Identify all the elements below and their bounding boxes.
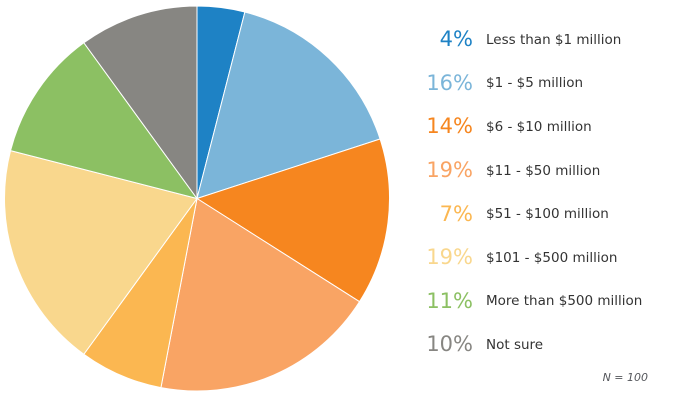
legend: 4% Less than $1 million 16% $1 - $5 million… bbox=[420, 18, 642, 367]
legend-percent: 11% bbox=[426, 288, 473, 313]
legend-item-4: 19% $11 - $50 million bbox=[420, 149, 642, 193]
legend-item-1: 4% Less than $1 million bbox=[420, 18, 642, 62]
legend-percent: 4% bbox=[439, 27, 473, 52]
pie-slice-3 bbox=[196, 138, 390, 303]
legend-label: Not sure bbox=[486, 336, 544, 353]
legend-percent: 7% bbox=[439, 201, 473, 226]
pie-slice-2 bbox=[196, 11, 381, 199]
legend-percent: 19% bbox=[426, 245, 473, 270]
legend-label: $101 - $500 million bbox=[486, 249, 618, 266]
legend-item-7: 11% More than $500 million bbox=[420, 280, 642, 324]
legend-percent: 16% bbox=[426, 70, 473, 95]
legend-item-2: 16% $1 - $5 million bbox=[420, 62, 642, 106]
legend-label: $11 - $50 million bbox=[486, 162, 601, 179]
sample-size-note: N = 100 bbox=[602, 371, 648, 384]
legend-label: More than $500 million bbox=[486, 293, 643, 310]
legend-percent: 14% bbox=[426, 114, 473, 139]
legend-item-8: 10% Not sure bbox=[420, 323, 642, 367]
legend-percent: 10% bbox=[426, 332, 473, 357]
legend-label: $6 - $10 million bbox=[486, 118, 592, 135]
pie-chart bbox=[4, 5, 390, 392]
legend-label: $51 - $100 million bbox=[486, 206, 609, 223]
pie-slice-8 bbox=[83, 5, 198, 199]
pie-slice-6 bbox=[4, 150, 198, 355]
legend-item-6: 19% $101 - $500 million bbox=[420, 236, 642, 280]
legend-item-5: 7% $51 - $100 million bbox=[420, 192, 642, 236]
legend-label: $1 - $5 million bbox=[486, 75, 584, 92]
pie-slice-4 bbox=[160, 198, 361, 392]
legend-item-3: 14% $6 - $10 million bbox=[420, 105, 642, 149]
legend-percent: 19% bbox=[426, 158, 473, 183]
pie-slice-7 bbox=[10, 42, 198, 199]
legend-label: Less than $1 million bbox=[486, 31, 622, 48]
